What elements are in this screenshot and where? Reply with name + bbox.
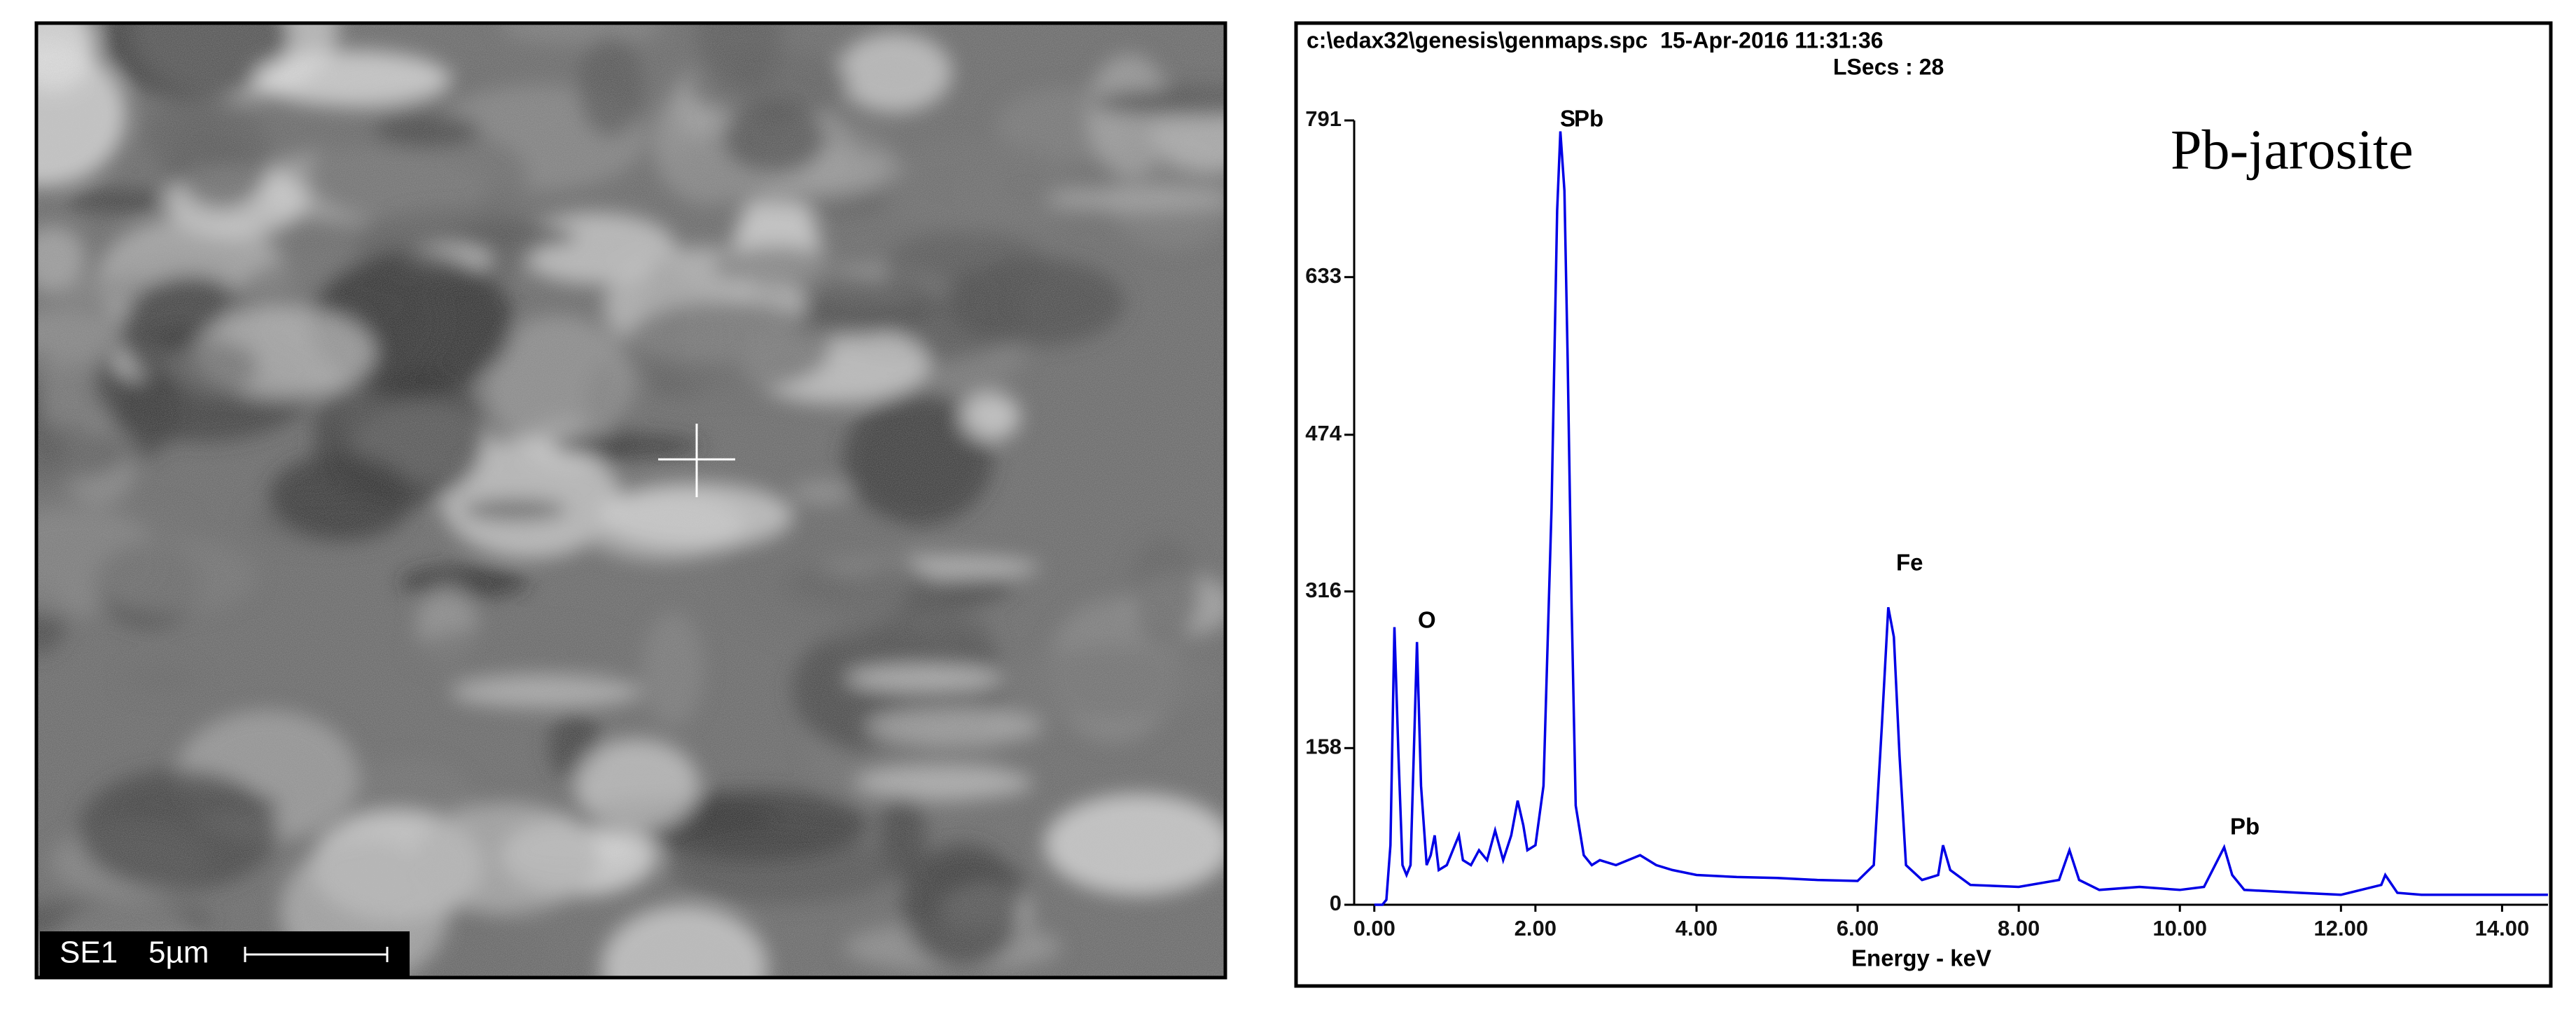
y-tick-label: 633 <box>1305 263 1342 288</box>
x-tick-label: 6.00 <box>1837 916 1879 940</box>
y-tick-label: 0 <box>1330 891 1342 915</box>
x-tick-label: 12.00 <box>2314 916 2369 940</box>
chart-subtitle: LSecs : 28 <box>1833 54 1944 79</box>
peak-label: O <box>1418 607 1436 633</box>
x-tick-label: 2.00 <box>1515 916 1557 940</box>
scale-label: 5µm <box>148 936 209 970</box>
detector-label: SE1 <box>60 936 118 970</box>
peak-label: Fe <box>1896 550 1923 576</box>
y-tick-label: 158 <box>1305 734 1342 758</box>
spectrum-line <box>1374 131 2548 906</box>
annotation: Pb-jarosite <box>2171 119 2414 181</box>
chart-title: c:\edax32\genesis\genmaps.spc 15-Apr-201… <box>1307 27 1884 53</box>
y-tick-label: 474 <box>1305 421 1342 445</box>
x-tick-label: 10.00 <box>2152 916 2207 940</box>
x-tick-label: 4.00 <box>1676 916 1718 940</box>
x-tick-label: 14.00 <box>2475 916 2530 940</box>
x-axis-label: Energy - keV <box>1851 945 1991 971</box>
peak-label: Pb <box>2230 814 2260 840</box>
scale-bar <box>244 947 389 962</box>
sem-image <box>36 23 1225 978</box>
chart-frame <box>1294 21 2553 988</box>
peak-label: S <box>1560 106 1575 132</box>
y-tick-label: 316 <box>1305 578 1342 602</box>
x-tick-label: 8.00 <box>1998 916 2040 940</box>
peak-label: Pb <box>1574 106 1603 132</box>
x-tick-label: 0.00 <box>1353 916 1395 940</box>
y-tick-label: 791 <box>1305 106 1342 131</box>
sem-frame <box>34 21 1227 980</box>
